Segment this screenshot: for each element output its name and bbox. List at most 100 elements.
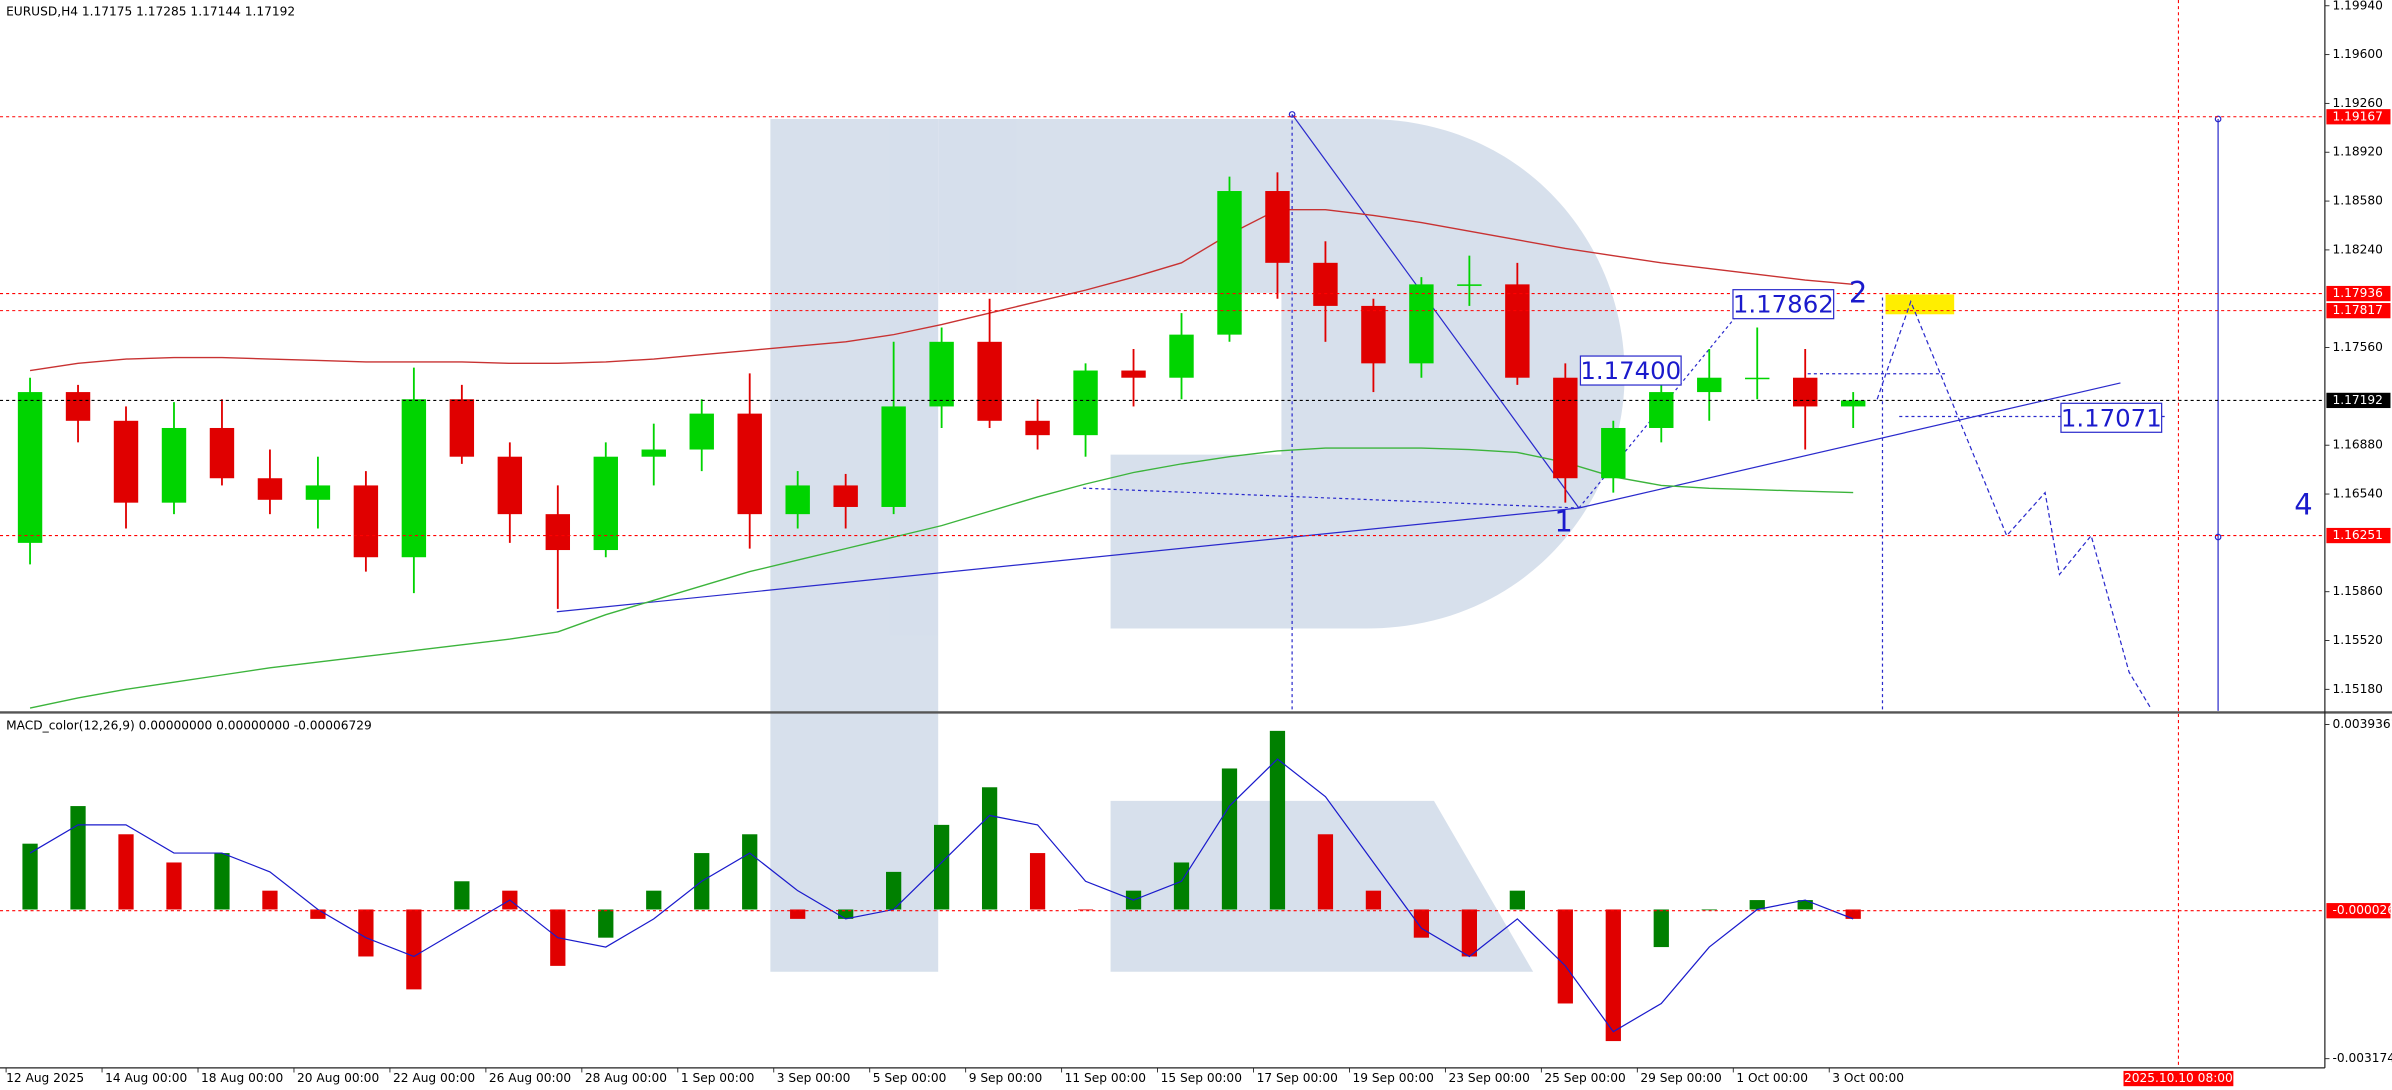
- x-tick-label: 14 Aug 00:00: [105, 1071, 187, 1085]
- macd-bar: [454, 881, 470, 910]
- macd-bar: [214, 853, 230, 910]
- candle-body: [1793, 377, 1818, 407]
- macd-bar: [1605, 909, 1621, 1042]
- candle-body: [977, 341, 1002, 421]
- macd-bar: [70, 806, 86, 910]
- chart-title: EURUSD,H4 1.17175 1.17285 1.17144 1.1719…: [6, 5, 295, 19]
- level-tag: [2326, 903, 2391, 919]
- candle-body: [1217, 191, 1242, 335]
- x-tick-label: 22 Aug 00:00: [393, 1071, 475, 1085]
- candle-body: [929, 341, 954, 407]
- candle-body: [401, 399, 427, 558]
- x-tick-label: 3 Oct 00:00: [1832, 1071, 1904, 1085]
- candle-body: [305, 485, 331, 500]
- candle-body: [881, 406, 906, 507]
- x-tick-label: 12 Aug 2025: [6, 1071, 84, 1085]
- level-tag: [2326, 285, 2391, 302]
- x-tick-label: 17 Sep 00:00: [1257, 1071, 1338, 1085]
- macd-bar: [1749, 900, 1765, 910]
- signal-line: [29, 758, 1854, 1033]
- x-tick-label: 20 Aug 00:00: [297, 1071, 379, 1085]
- x-tick-label: 1 Oct 00:00: [1736, 1071, 1808, 1085]
- macd-bar: [1509, 890, 1525, 910]
- macd-bar: [1845, 909, 1861, 919]
- macd-bar: [1653, 909, 1669, 948]
- x-tick-label: 5 Sep 00:00: [873, 1071, 947, 1085]
- level-label: 1.17817: [2333, 303, 2383, 317]
- candle-body: [1073, 370, 1098, 436]
- moving-average: [29, 447, 1854, 709]
- macd-bar: [310, 909, 326, 919]
- macd-bar: [1701, 909, 1717, 911]
- candle-body: [1265, 191, 1290, 263]
- analysis-drawings: [556, 111, 2222, 711]
- y-tick-label: 1.19260: [2333, 96, 2383, 110]
- macd-bar: [166, 862, 182, 910]
- x-tick-label: 15 Sep 00:00: [1161, 1071, 1242, 1085]
- level-tag: [2326, 109, 2391, 125]
- x-tick-label: 29 Sep 00:00: [1640, 1071, 1721, 1085]
- candle-body: [737, 413, 762, 515]
- macd-bar: [118, 834, 134, 910]
- y-tick-label: 1.19940: [2333, 0, 2383, 12]
- candle-body: [497, 456, 523, 515]
- macd-bar: [646, 890, 662, 910]
- candle-body: [545, 514, 571, 551]
- level-label: 1.17936: [2333, 286, 2383, 300]
- candle-body: [353, 485, 379, 558]
- macd-bar: [1317, 834, 1334, 910]
- price-plot: [17, 172, 2152, 709]
- macd-bar: [790, 909, 806, 919]
- macd-bar: [1557, 909, 1573, 1004]
- y-tick-label: 1.18580: [2333, 194, 2383, 208]
- candle-body: [209, 427, 235, 479]
- y-tick-label: 1.17560: [2333, 340, 2383, 354]
- macd-bar: [1461, 909, 1477, 957]
- macd-bar: [838, 909, 854, 919]
- x-tick-label: 26 Aug 00:00: [489, 1071, 571, 1085]
- macd-bar: [886, 871, 902, 910]
- macd-plot: [22, 730, 1861, 1042]
- price-label: 1.17862: [1733, 290, 1834, 319]
- price-label-box: [1579, 355, 1682, 386]
- level-label: -0.000026: [2333, 903, 2392, 917]
- y-tick-label: 1.18920: [2333, 145, 2383, 159]
- candle-body: [1169, 334, 1194, 378]
- y-tick-label: 1.16880: [2333, 438, 2383, 452]
- macd-bar: [1221, 768, 1238, 910]
- candle-body: [833, 485, 858, 507]
- price-label: 1.17400: [1580, 356, 1681, 385]
- candle-body: [1649, 392, 1674, 428]
- macd-bar: [1173, 862, 1190, 910]
- price-label: 1.17071: [2061, 403, 2162, 432]
- x-tick-label: 18 Aug 00:00: [201, 1071, 283, 1085]
- moving-average: [29, 209, 1854, 372]
- macd-bar: [1365, 890, 1382, 910]
- candle-body: [1361, 305, 1386, 364]
- macd-title: MACD_color(12,26,9) 0.00000000 0.0000000…: [6, 719, 372, 733]
- macd-bar: [1269, 730, 1286, 910]
- macd-bar: [358, 909, 374, 957]
- level-tag: [2326, 527, 2391, 544]
- x-tick-label: 28 Aug 00:00: [585, 1071, 667, 1085]
- candle-body: [785, 485, 810, 515]
- y-tick-label: 1.15520: [2333, 633, 2383, 647]
- logo: [770, 119, 1625, 972]
- x-tick-label: 1 Sep 00:00: [681, 1071, 755, 1085]
- candle-body: [1745, 377, 1770, 380]
- candle-body: [17, 392, 43, 543]
- y-tick-label: 1.18240: [2333, 242, 2383, 256]
- y-tick-label: 0.0039361: [2333, 717, 2392, 731]
- candle-body: [1409, 284, 1434, 364]
- level-tag: [2326, 303, 2391, 319]
- macd-bar: [981, 787, 998, 910]
- candle-body: [257, 478, 283, 500]
- candle-body: [1553, 377, 1578, 479]
- wave-label: 4: [2294, 487, 2312, 521]
- macd-bar: [933, 824, 950, 910]
- candle-body: [1697, 377, 1722, 393]
- candle-body: [65, 392, 91, 421]
- candle-body: [641, 449, 666, 457]
- y-tick-label: -0.0031743: [2333, 1051, 2392, 1065]
